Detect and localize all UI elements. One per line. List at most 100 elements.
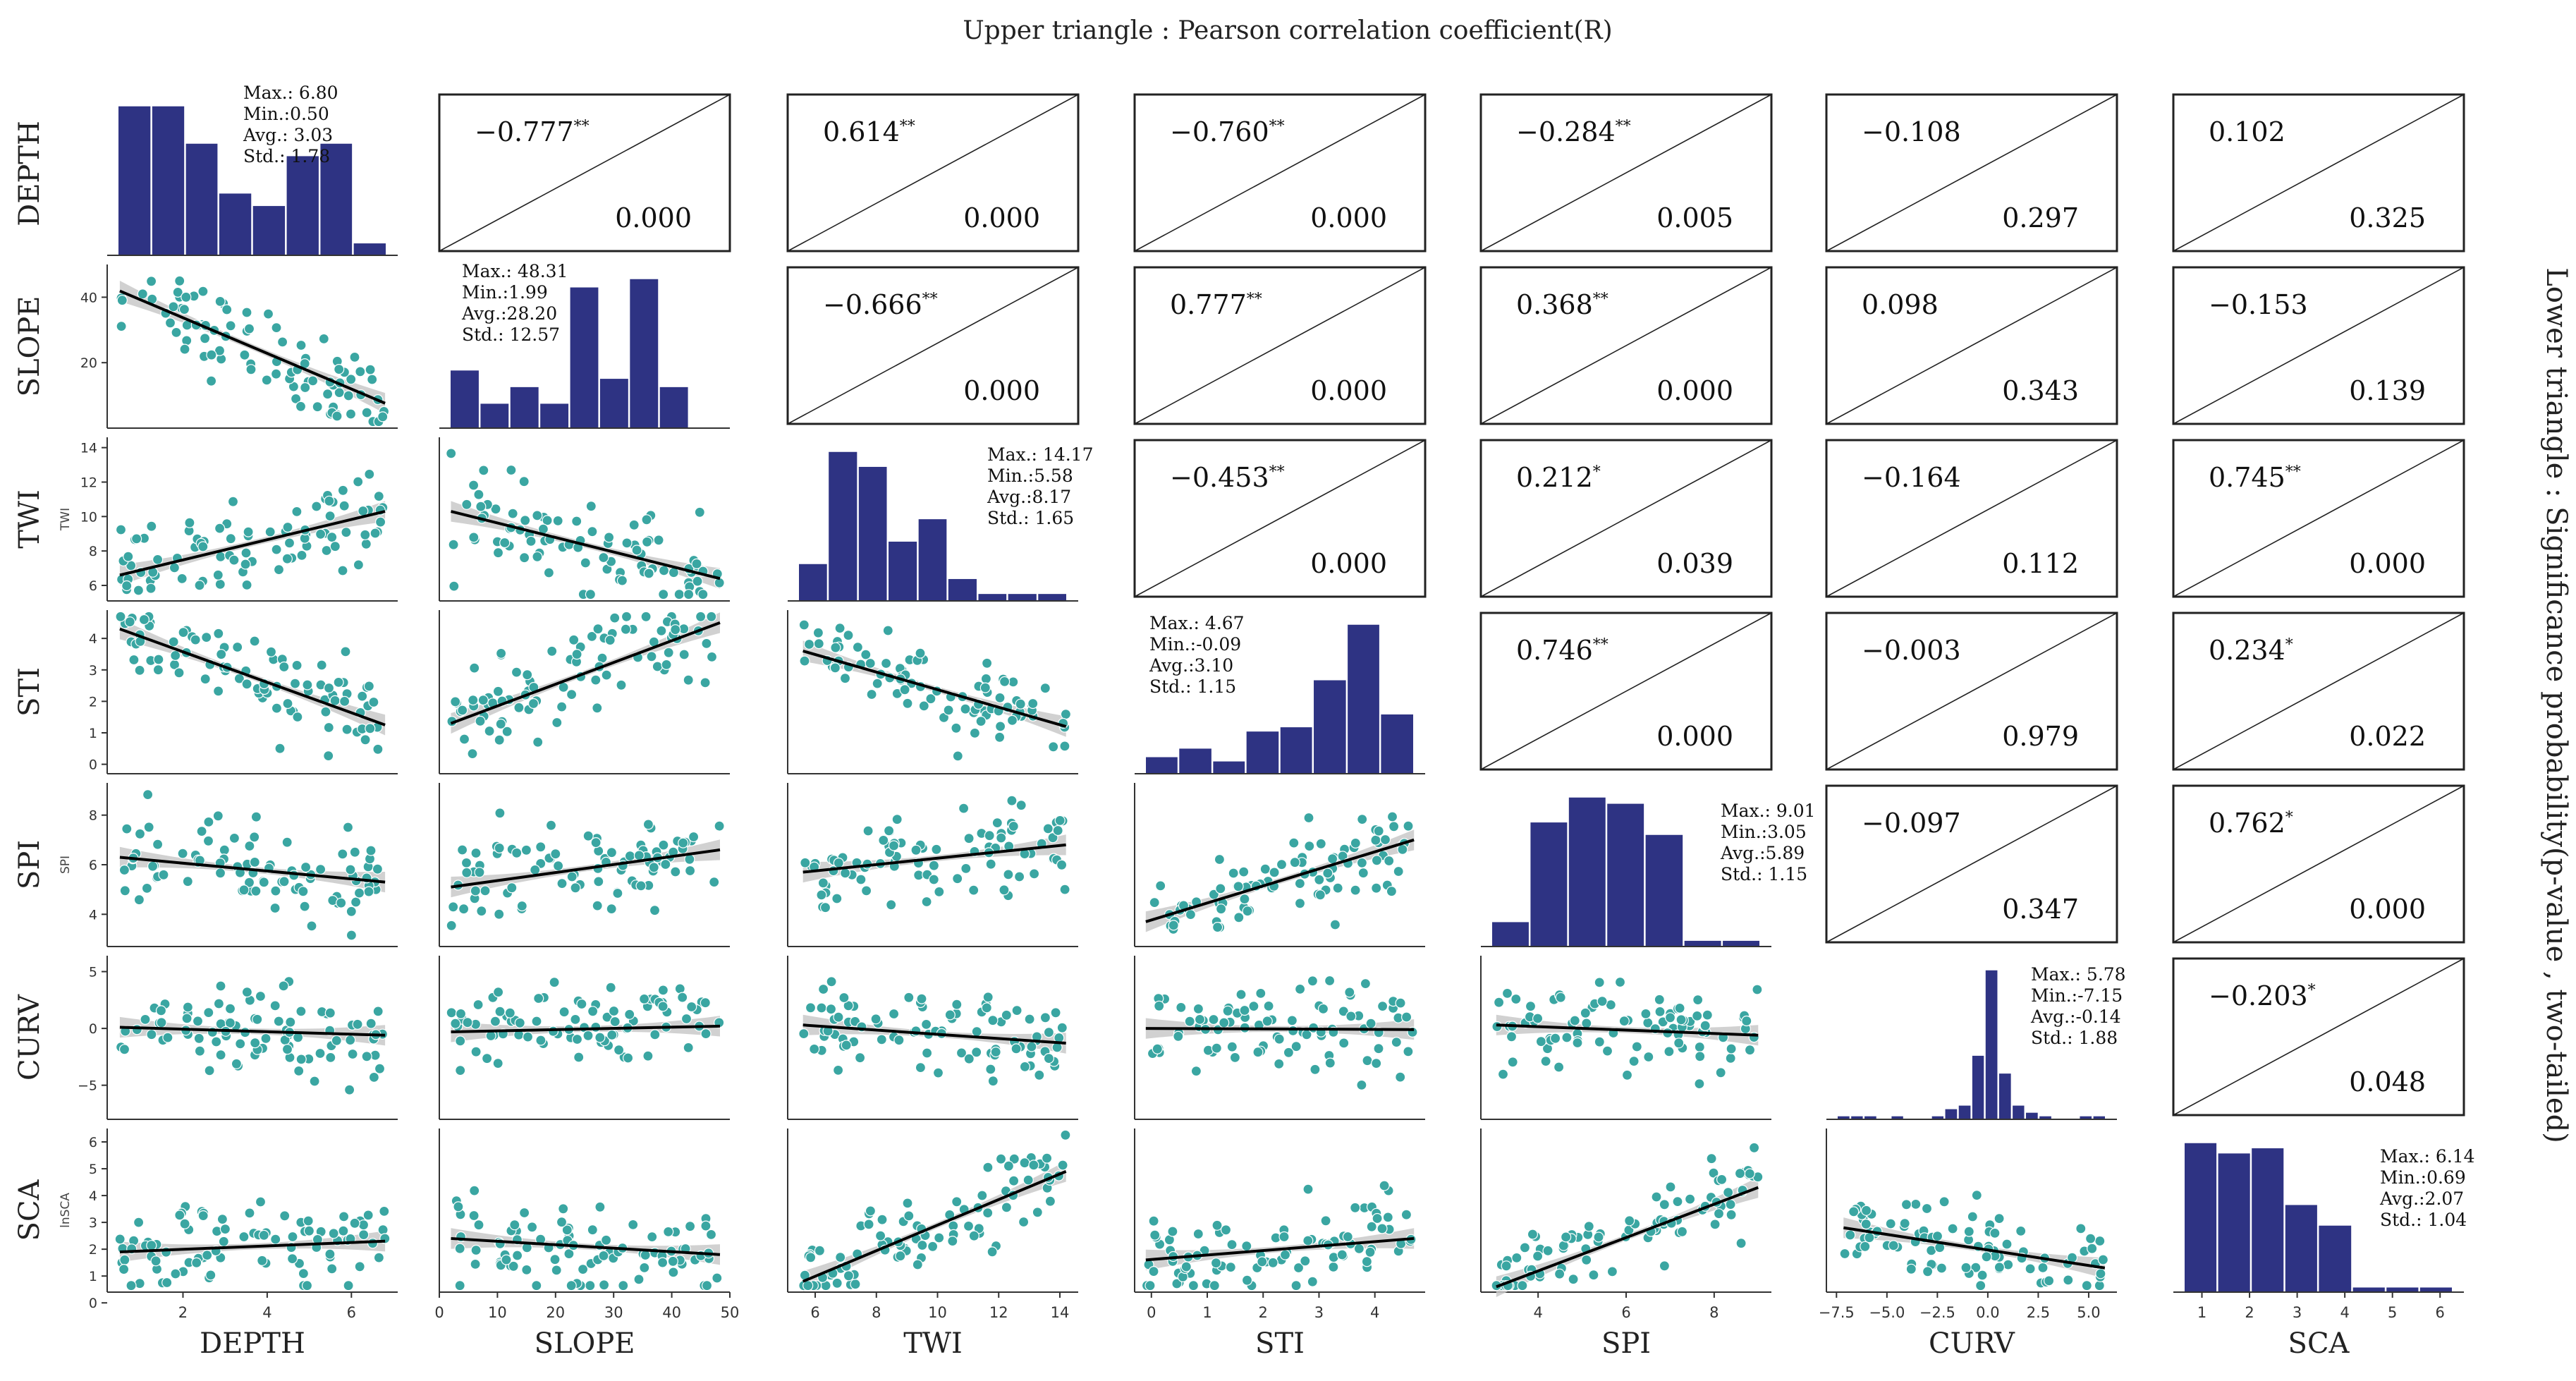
- scatter-point: [345, 864, 356, 875]
- scatter-point: [1494, 997, 1505, 1008]
- scatter-point: [1651, 1191, 1662, 1203]
- scatter-point: [345, 408, 357, 420]
- scatter-point: [830, 642, 841, 653]
- scatter-point: [521, 1264, 532, 1276]
- scatter-point: [1173, 1030, 1184, 1042]
- scatter-point: [265, 646, 277, 657]
- scatter-point: [1694, 1041, 1705, 1053]
- y-tick-label: 6: [89, 1135, 97, 1150]
- scatter-point: [566, 1280, 577, 1291]
- scatter-point: [1026, 1041, 1037, 1052]
- scatter-point: [334, 363, 345, 375]
- corr-cell-slope-sca: −0.153: [2172, 266, 2465, 425]
- scatter-point: [1905, 1263, 1917, 1274]
- scatter-point: [468, 1210, 480, 1222]
- scatter-point: [1971, 1189, 1982, 1201]
- scatter-point: [161, 1277, 173, 1289]
- scatter-point: [278, 980, 289, 992]
- scatter-point: [1606, 1266, 1618, 1277]
- stats-line: Min.:-0.09: [1149, 634, 1241, 655]
- scatter-point: [446, 448, 457, 459]
- scatter-point: [331, 1035, 342, 1046]
- scatter-point: [616, 575, 628, 586]
- scatter-point: [509, 1219, 520, 1231]
- x-tick-label: 10: [488, 1304, 507, 1321]
- scatter-point: [582, 1030, 594, 1041]
- scatter-twi-vs-depth: [106, 437, 398, 602]
- scatter-point: [621, 537, 633, 549]
- scatter-point: [558, 1006, 570, 1018]
- scatter-point: [1382, 1212, 1393, 1223]
- scatter-point: [2044, 1275, 2055, 1286]
- scatter-point: [360, 734, 371, 746]
- scatter-point: [261, 375, 272, 386]
- regression-line: [1496, 1186, 1759, 1289]
- scatter-point: [1171, 1278, 1183, 1289]
- scatter-point: [518, 552, 530, 564]
- scatter-point: [1532, 1251, 1544, 1262]
- scatter-point: [969, 727, 981, 739]
- scatter-point: [556, 877, 568, 889]
- stats-line: Max.: 14.17: [987, 444, 1094, 465]
- scatter-point: [1527, 1229, 1538, 1240]
- scatter-point: [326, 1263, 338, 1274]
- scatter-point: [996, 832, 1007, 844]
- scatter-point: [454, 1243, 465, 1254]
- scatter-point: [990, 1046, 1001, 1058]
- scatter-point: [1194, 1014, 1206, 1026]
- scatter-point: [963, 1220, 975, 1232]
- row-label-slope: SLOPE: [13, 296, 46, 397]
- corr-p-value: 0.039: [1656, 548, 1733, 579]
- scatter-point: [1241, 1241, 1252, 1252]
- scatter-point: [295, 1006, 307, 1017]
- scatter-point: [1276, 859, 1288, 870]
- corr-diagonal: [2173, 958, 2465, 1116]
- scatter-point: [980, 673, 992, 685]
- histogram-bar: [1721, 939, 1761, 947]
- corr-cell-depth-slope: −0.777**: [438, 93, 731, 253]
- histogram-curv: [1826, 969, 2117, 1120]
- scatter-point: [819, 902, 831, 913]
- corr-cell-depth-twi: 0.614**: [786, 93, 1080, 253]
- x-tick-label: 2: [178, 1304, 188, 1321]
- scatter-point: [354, 1261, 365, 1272]
- corr-diagonal: [1826, 612, 2118, 770]
- scatter-point: [1283, 1047, 1295, 1058]
- scatter-point: [133, 1217, 145, 1228]
- scatter-point: [1238, 866, 1250, 877]
- scatter-point: [281, 836, 293, 848]
- scatter-point: [694, 506, 705, 518]
- scatter-point: [602, 1011, 613, 1023]
- scatter-point: [1726, 1043, 1737, 1054]
- scatter-point: [200, 674, 211, 685]
- scatter-point: [338, 1211, 350, 1222]
- scatter-point: [947, 1235, 958, 1247]
- scatter-point: [214, 578, 226, 590]
- corr-diagonal: [1134, 267, 1426, 425]
- histogram-bar: [117, 105, 152, 256]
- scatter-point: [1209, 1280, 1220, 1291]
- scatter-point: [910, 844, 922, 856]
- scatter-point: [281, 553, 293, 564]
- scatter-point: [1365, 1018, 1376, 1029]
- scatter-point: [240, 547, 252, 559]
- scatter-point: [641, 514, 652, 525]
- scatter-point: [295, 339, 307, 351]
- regression-line: [119, 289, 386, 405]
- y-tick-label: 4: [89, 1188, 97, 1204]
- histogram-bar: [2217, 1152, 2252, 1293]
- scatter-point: [586, 631, 598, 643]
- scatter-point: [341, 527, 352, 538]
- scatter-point: [477, 694, 489, 706]
- scatter-point: [228, 832, 240, 844]
- scatter-point: [1580, 1007, 1591, 1018]
- scatter-point: [370, 528, 381, 539]
- corr-diagonal: [2173, 612, 2465, 770]
- scatter-point: [1371, 1057, 1382, 1069]
- scatter-point: [646, 651, 657, 662]
- scatter-point: [872, 678, 883, 689]
- scatter-point: [307, 375, 319, 387]
- scatter-point: [951, 722, 962, 734]
- scatter-point: [1008, 1153, 1020, 1164]
- scatter-point: [714, 820, 725, 832]
